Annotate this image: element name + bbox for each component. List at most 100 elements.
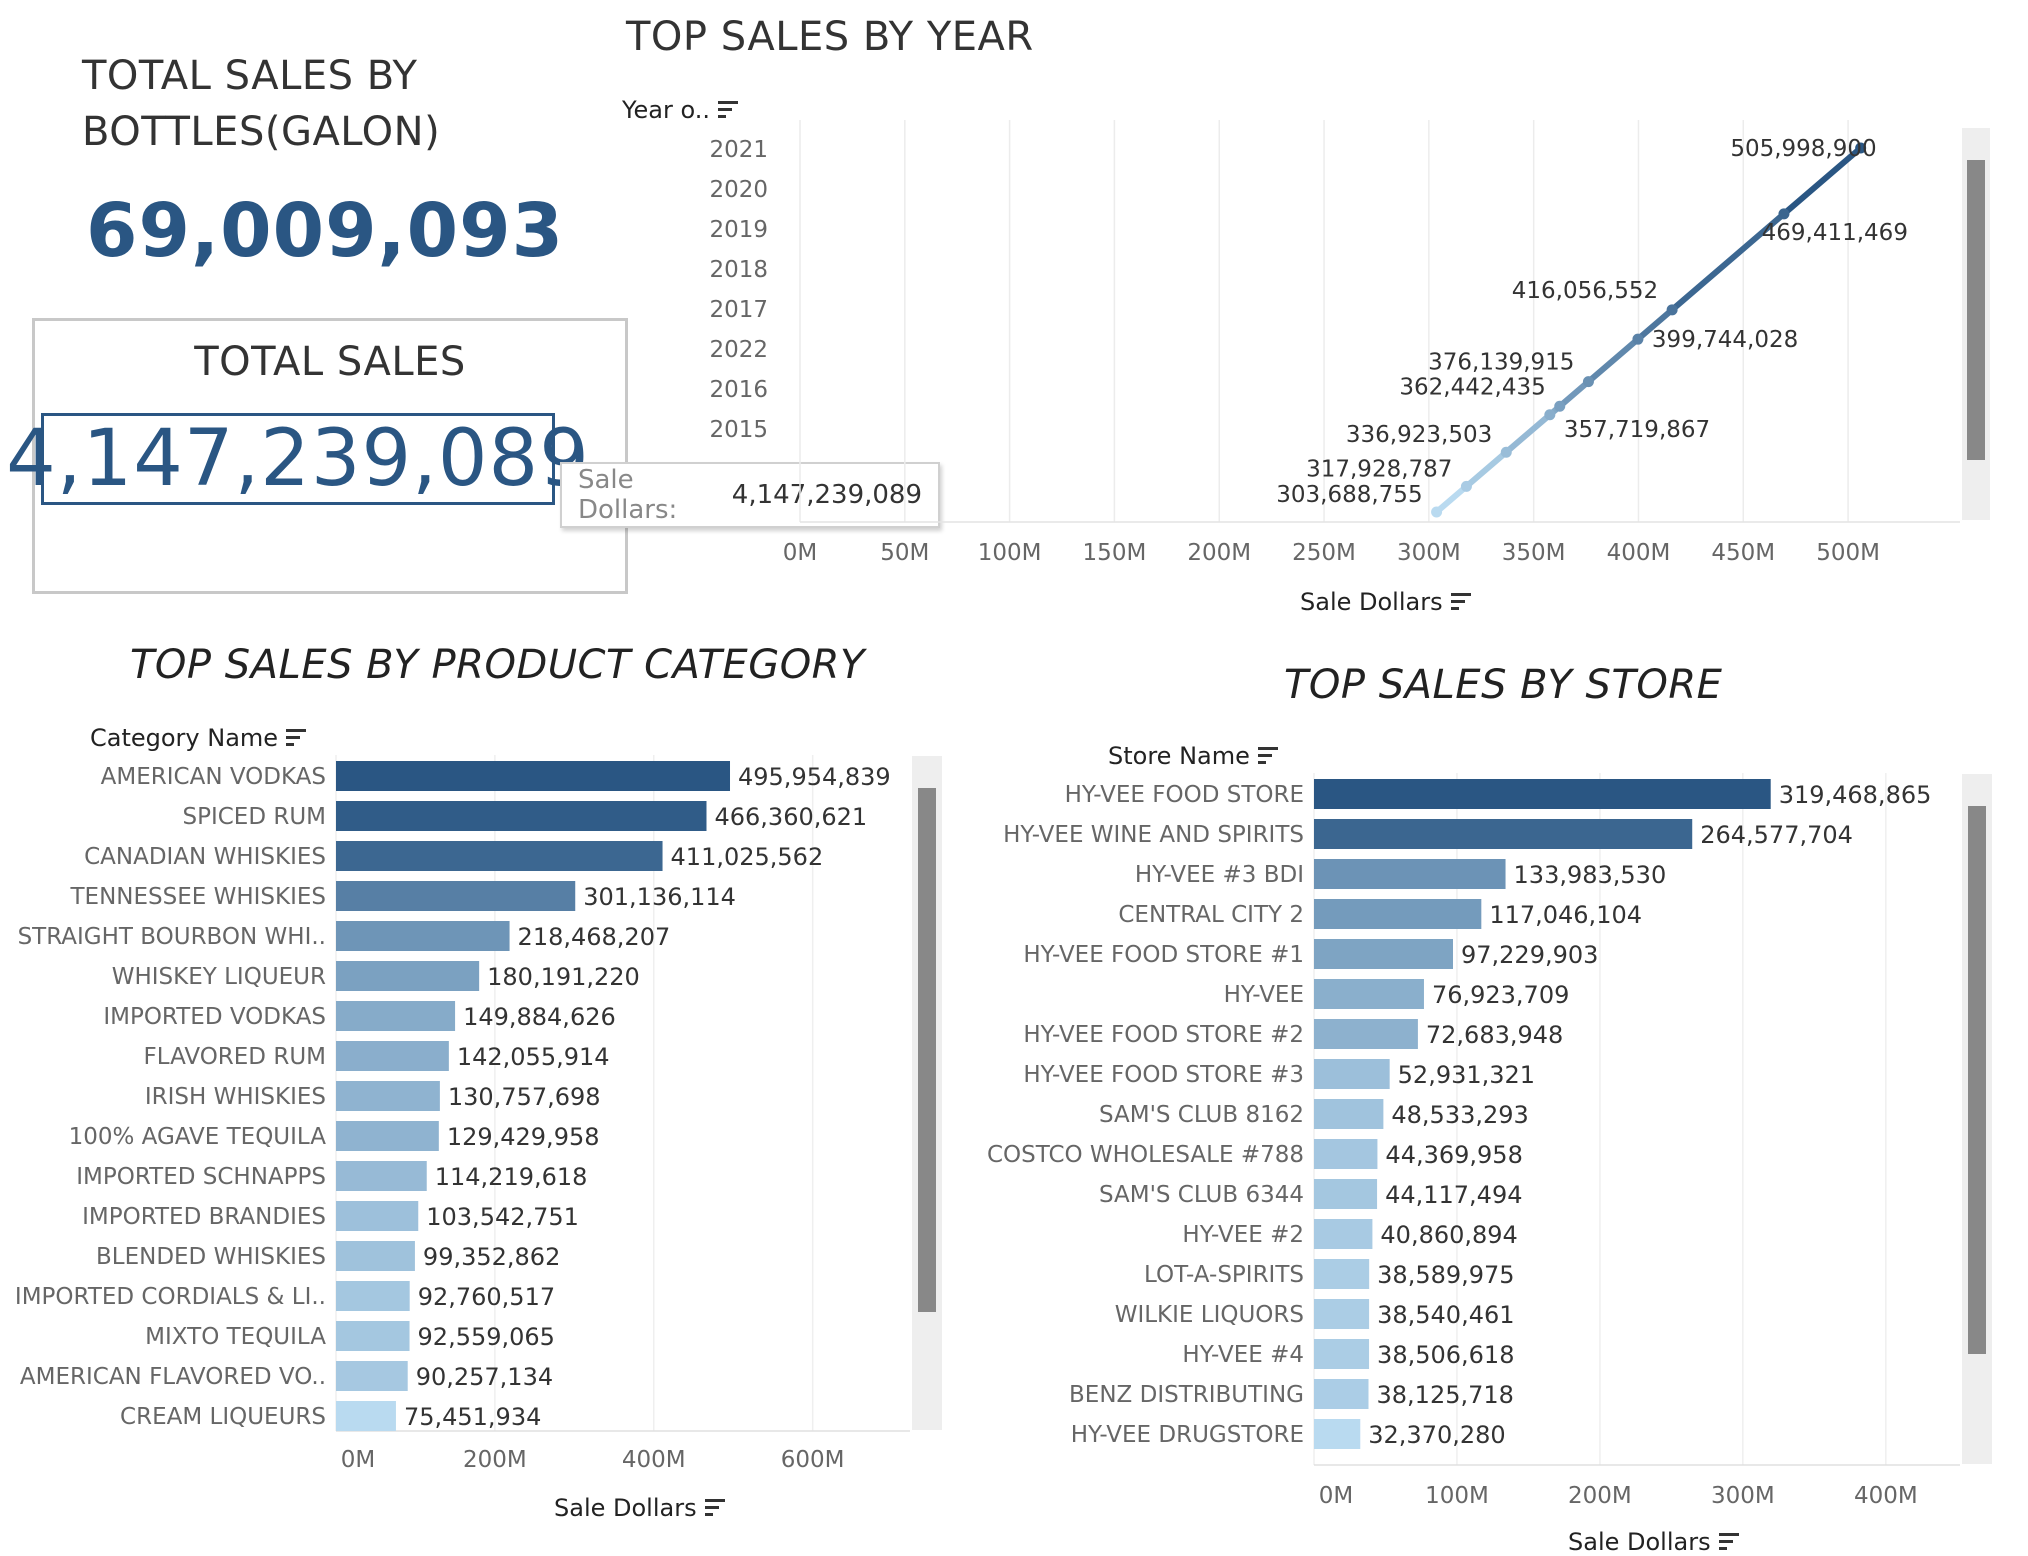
bar <box>336 1281 410 1311</box>
bar <box>1314 779 1771 809</box>
year-scrollbar[interactable] <box>1962 128 1990 520</box>
x-tick-label: 400M <box>622 1447 686 1473</box>
x-tick-label: 350M <box>1502 540 1566 566</box>
year-chart-title: TOP SALES BY YEAR <box>626 14 1034 60</box>
bar-value-label: 142,055,914 <box>457 1043 610 1071</box>
bar-value-label: 319,468,865 <box>1779 781 1932 809</box>
x-tick-label: 400M <box>1854 1483 1918 1509</box>
bar-value-label: 38,540,461 <box>1377 1301 1514 1329</box>
bar <box>1314 1139 1378 1169</box>
x-tick-label: 300M <box>1711 1483 1775 1509</box>
x-tick-label: 450M <box>1711 540 1775 566</box>
sort-icon[interactable] <box>1450 593 1471 611</box>
category-bar-chart: 0M 200M 400M 600M AMERICAN VODKAS 495,954,839… <box>15 755 910 1473</box>
store-scrollbar-thumb[interactable] <box>1968 806 1986 1354</box>
x-tick-label: 200M <box>463 1447 527 1473</box>
x-tick-label: 250M <box>1292 540 1356 566</box>
category-label: HY-VEE FOOD STORE #1 <box>1023 942 1304 968</box>
year-label: 2021 <box>709 137 768 163</box>
bottles-kpi-title: TOTAL SALES BY BOTTLES(GALON) <box>82 48 440 160</box>
category-label: HY-VEE <box>1224 982 1304 1008</box>
bar-value-label: 264,577,704 <box>1700 821 1853 849</box>
category-label: HY-VEE #4 <box>1182 1342 1304 1368</box>
bar-value-label: 129,429,958 <box>447 1123 600 1151</box>
x-tick-label: 0M <box>341 1447 375 1473</box>
data-point <box>1666 304 1678 316</box>
bar <box>1314 1099 1384 1129</box>
data-label: 399,744,028 <box>1652 327 1798 353</box>
bar <box>336 1081 440 1111</box>
bar <box>336 1321 410 1351</box>
bar <box>336 1001 456 1031</box>
bar-value-label: 99,352,862 <box>423 1243 560 1271</box>
year-row-header[interactable]: Year o.. <box>622 96 738 124</box>
bar <box>1314 859 1506 889</box>
sort-icon[interactable] <box>286 729 307 747</box>
category-label: MIXTO TEQUILA <box>145 1324 326 1350</box>
total-sales-value: 4,147,239,089 <box>6 414 590 504</box>
x-tick-label: 400M <box>1607 540 1671 566</box>
bar-value-label: 52,931,321 <box>1398 1061 1535 1089</box>
category-label: COSTCO WHOLESALE #788 <box>987 1142 1304 1168</box>
category-x-axis-title[interactable]: Sale Dollars <box>554 1494 725 1522</box>
bar-value-label: 75,451,934 <box>404 1403 541 1431</box>
bar <box>336 761 731 791</box>
sort-icon[interactable] <box>1257 747 1278 765</box>
data-label: 317,928,787 <box>1306 456 1452 482</box>
year-label: 2022 <box>709 337 768 363</box>
category-chart-title: TOP SALES BY PRODUCT CATEGORY <box>130 642 865 688</box>
x-tick-label: 200M <box>1187 540 1251 566</box>
bar-value-label: 180,191,220 <box>487 963 640 991</box>
sort-icon[interactable] <box>704 1499 725 1517</box>
sort-icon[interactable] <box>717 101 738 119</box>
data-point <box>1431 506 1443 518</box>
category-scrollbar-thumb[interactable] <box>918 788 936 1312</box>
bar-value-label: 97,229,903 <box>1461 941 1598 969</box>
tooltip: Sale Dollars: 4,147,239,089 <box>560 462 940 528</box>
x-tick-label: 0M <box>783 540 817 566</box>
category-label: CENTRAL CITY 2 <box>1118 902 1304 928</box>
x-tick-label: 50M <box>880 540 929 566</box>
bar <box>336 961 480 991</box>
category-label: FLAVORED RUM <box>144 1044 326 1070</box>
bar <box>1314 1419 1361 1449</box>
data-label: 357,719,867 <box>1564 417 1710 443</box>
bar <box>1314 1059 1390 1089</box>
category-row-header-label: Category Name <box>90 724 279 752</box>
series-line-segment <box>1556 378 1592 410</box>
bar <box>1314 1299 1370 1329</box>
bar-value-label: 38,589,975 <box>1377 1261 1514 1289</box>
store-x-axis-title[interactable]: Sale Dollars <box>1568 1528 1739 1556</box>
data-label: 416,056,552 <box>1512 278 1658 304</box>
bar <box>1314 1259 1370 1289</box>
bar-value-label: 218,468,207 <box>518 923 671 951</box>
bar <box>336 841 663 871</box>
data-label: 469,411,469 <box>1762 220 1908 246</box>
bar <box>1314 1179 1378 1209</box>
total-sales-value-box[interactable]: 4,147,239,089 <box>6 413 589 505</box>
bar-value-label: 495,954,839 <box>738 763 891 791</box>
data-point <box>1582 376 1594 388</box>
bottles-kpi-title-line1: TOTAL SALES BY <box>82 53 418 99</box>
category-label: HY-VEE DRUGSTORE <box>1071 1422 1304 1448</box>
year-label: 2015 <box>709 417 768 443</box>
bar-value-label: 117,046,104 <box>1489 901 1642 929</box>
total-sales-title: TOTAL SALES <box>194 339 466 385</box>
store-x-axis-title-label: Sale Dollars <box>1568 1528 1711 1556</box>
category-scrollbar[interactable] <box>912 756 942 1430</box>
bar-value-label: 133,983,530 <box>1514 861 1667 889</box>
year-x-axis-title[interactable]: Sale Dollars <box>1300 588 1471 616</box>
data-point <box>1500 446 1512 458</box>
bar <box>336 801 707 831</box>
store-scrollbar[interactable] <box>1962 774 1992 1464</box>
sort-icon[interactable] <box>1718 1533 1739 1551</box>
bar-value-label: 38,506,618 <box>1377 1341 1514 1369</box>
bar <box>336 1401 396 1431</box>
category-label: LOT-A-SPIRITS <box>1144 1262 1304 1288</box>
year-scrollbar-thumb[interactable] <box>1967 160 1985 460</box>
category-row-header[interactable]: Category Name <box>90 724 307 752</box>
series-line-segment <box>1463 449 1510 490</box>
bar-value-label: 72,683,948 <box>1426 1021 1563 1049</box>
store-row-header[interactable]: Store Name <box>1108 742 1278 770</box>
bottles-kpi-title-line2: BOTTLES(GALON) <box>82 109 441 155</box>
